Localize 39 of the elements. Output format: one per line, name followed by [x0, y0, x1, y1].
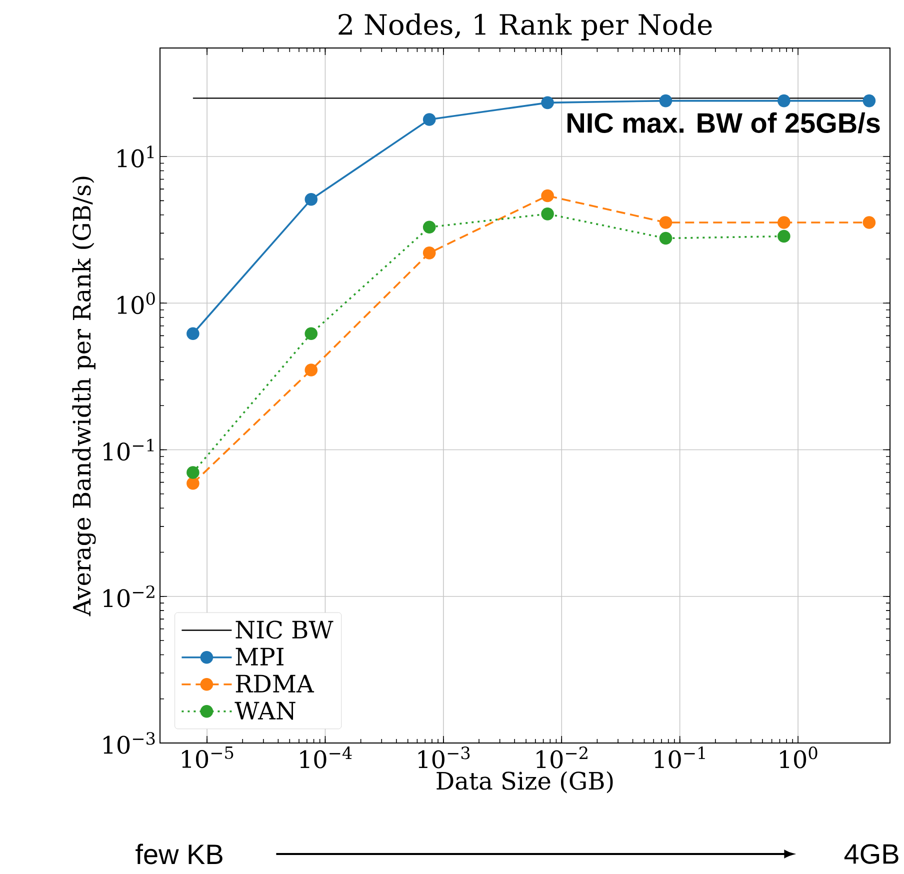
legend-label: RDMA [236, 674, 314, 692]
point [422, 113, 436, 126]
x-axis-title: Data Size (GB) [436, 771, 613, 794]
point [186, 327, 200, 340]
point [541, 208, 554, 220]
point [778, 94, 790, 108]
annotation: NIC max. BW of 25GB/s [568, 112, 880, 134]
point [659, 94, 672, 108]
y-tick-label: 10$^{−2}$ [104, 585, 154, 608]
legend-label: NIC BW [236, 620, 334, 639]
text: 4GB [844, 844, 898, 864]
x-tick-label: 10$^{−4}$ [300, 746, 352, 768]
y-tick-label: 10$^{1}$ [118, 146, 154, 168]
x-tick-label: 10$^{−3}$ [418, 746, 470, 768]
point [422, 220, 436, 234]
legend-label: WAN [234, 702, 296, 720]
point [304, 193, 318, 206]
x-tick-label: 10$^{−2}$ [536, 746, 588, 768]
x-tick-label: 10$^{0}$ [780, 746, 818, 768]
point [304, 327, 318, 340]
chart-title: 2 Nodes, 1 Rank per Node [338, 13, 712, 40]
legend-label: MPI [236, 648, 284, 666]
x-tick-label: 10$^{−1}$ [654, 746, 705, 768]
point [778, 216, 790, 229]
point [186, 466, 200, 479]
y-tick-label: 10$^{0}$ [118, 292, 155, 314]
point [778, 230, 790, 243]
point [541, 96, 554, 110]
point [659, 216, 672, 229]
point [541, 189, 554, 202]
y-tick-label: 10$^{−3}$ [104, 732, 155, 754]
y-axis-title: Average Bandwidth per Rank (GB/s) [72, 176, 96, 616]
text: few KB [136, 844, 222, 864]
x-tick-label: 10$^{−5}$ [182, 746, 234, 768]
y-tick-label: 10$^{−1}$ [104, 438, 154, 461]
point [422, 246, 436, 260]
point [304, 364, 318, 376]
point [186, 476, 200, 490]
point [659, 232, 672, 245]
